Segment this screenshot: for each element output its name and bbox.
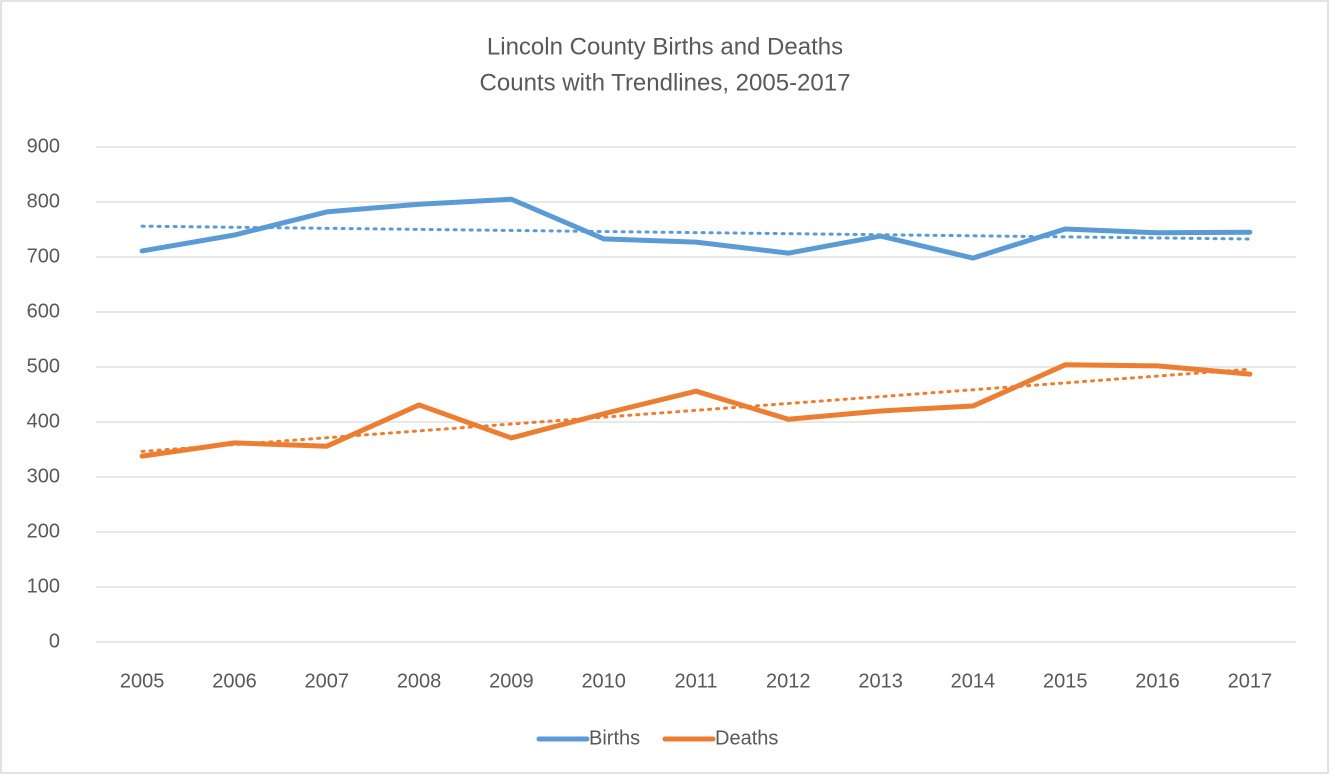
x-tick-label: 2012 [766,670,811,692]
x-tick-label: 2005 [120,670,165,692]
series-line [139,196,1253,261]
x-tick-label: 2010 [581,670,626,692]
y-tick-label: 800 [27,190,60,212]
x-tick-label: 2009 [489,670,534,692]
x-tick-label: 2013 [858,670,903,692]
trendline [140,224,1252,241]
x-tick-label: 2011 [674,670,717,692]
chart-subtitle: Counts with Trendlines, 2005-2017 [480,69,851,96]
x-tick-label: 2015 [1043,670,1088,692]
x-tick-label: 2016 [1135,670,1180,692]
y-tick-label: 0 [49,630,60,652]
y-tick-label: 400 [27,410,60,432]
x-tick-label: 2008 [397,670,442,692]
y-tick-label: 300 [27,465,60,487]
trendline [140,367,1252,453]
x-tick-label: 2006 [212,670,257,692]
chart-title: Lincoln County Births and Deaths [487,33,843,60]
y-tick-label: 900 [27,135,60,157]
y-tick-label: 700 [27,245,60,267]
legend-label: Births [589,727,640,749]
y-tick-label: 100 [27,575,60,597]
legend-label: Deaths [715,727,778,749]
y-tick-label: 500 [27,355,60,377]
y-tick-label: 600 [27,300,60,322]
y-tick-label: 200 [27,520,60,542]
series-line [139,362,1253,459]
x-tick-label: 2014 [951,670,996,692]
x-tick-label: 2007 [305,670,350,692]
x-tick-label: 2017 [1228,670,1273,692]
